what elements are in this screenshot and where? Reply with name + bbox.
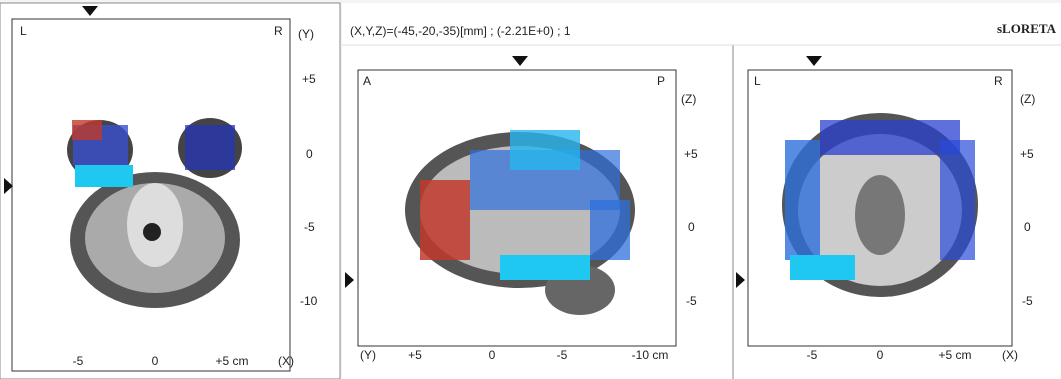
- corner-label: R: [274, 24, 283, 38]
- tick-label: 0: [489, 348, 496, 362]
- tick-label: -5: [686, 294, 697, 308]
- cursor-marker: [82, 6, 98, 16]
- method-label: sLORETA: [997, 21, 1057, 36]
- cursor-marker: [806, 56, 822, 66]
- corner-label: L: [754, 74, 761, 88]
- corner-label: P: [657, 74, 665, 88]
- coronal-slice: [782, 113, 978, 297]
- tick-label: 0: [1024, 220, 1031, 234]
- tick-label: 0: [152, 354, 159, 368]
- axis-label: (X): [278, 354, 294, 368]
- tick-label: 0: [688, 220, 695, 234]
- tick-label: -5: [304, 220, 315, 234]
- cursor-marker: [4, 178, 13, 194]
- cursor-marker: [736, 272, 745, 288]
- corner-label: L: [20, 24, 27, 38]
- axis-label: (Y): [298, 27, 314, 41]
- tick-label: +5: [684, 147, 698, 161]
- tick-label: +5: [302, 72, 316, 86]
- tick-label: -10 cm: [632, 348, 669, 362]
- tick-label: +5: [1020, 147, 1034, 161]
- tick-label: +5: [408, 348, 422, 362]
- tick-label: -5: [1022, 294, 1033, 308]
- tick-label: -5: [807, 348, 818, 362]
- cursor-readout: (X,Y,Z)=(-45,-20,-35)[mm] ; (-2.21E+0) ;…: [350, 24, 571, 38]
- tick-label: 0: [877, 348, 884, 362]
- tick-label: 0: [306, 147, 313, 161]
- tick-label: +5 cm: [938, 348, 971, 362]
- axial-slice: [67, 118, 242, 308]
- axis-label: (X): [1002, 348, 1018, 362]
- tick-label: -5: [73, 354, 84, 368]
- axis-label: (Z): [1020, 92, 1035, 106]
- corner-label: R: [994, 74, 1003, 88]
- tick-label: -10: [300, 294, 318, 308]
- axis-label: (Y): [360, 348, 376, 362]
- tick-label: +5 cm: [215, 354, 248, 368]
- sagittal-slice: [405, 130, 635, 315]
- cursor-marker: [345, 272, 354, 288]
- cursor-marker: [512, 56, 528, 66]
- tick-label: -5: [557, 348, 568, 362]
- corner-label: A: [363, 74, 371, 88]
- axis-label: (Z): [681, 92, 696, 106]
